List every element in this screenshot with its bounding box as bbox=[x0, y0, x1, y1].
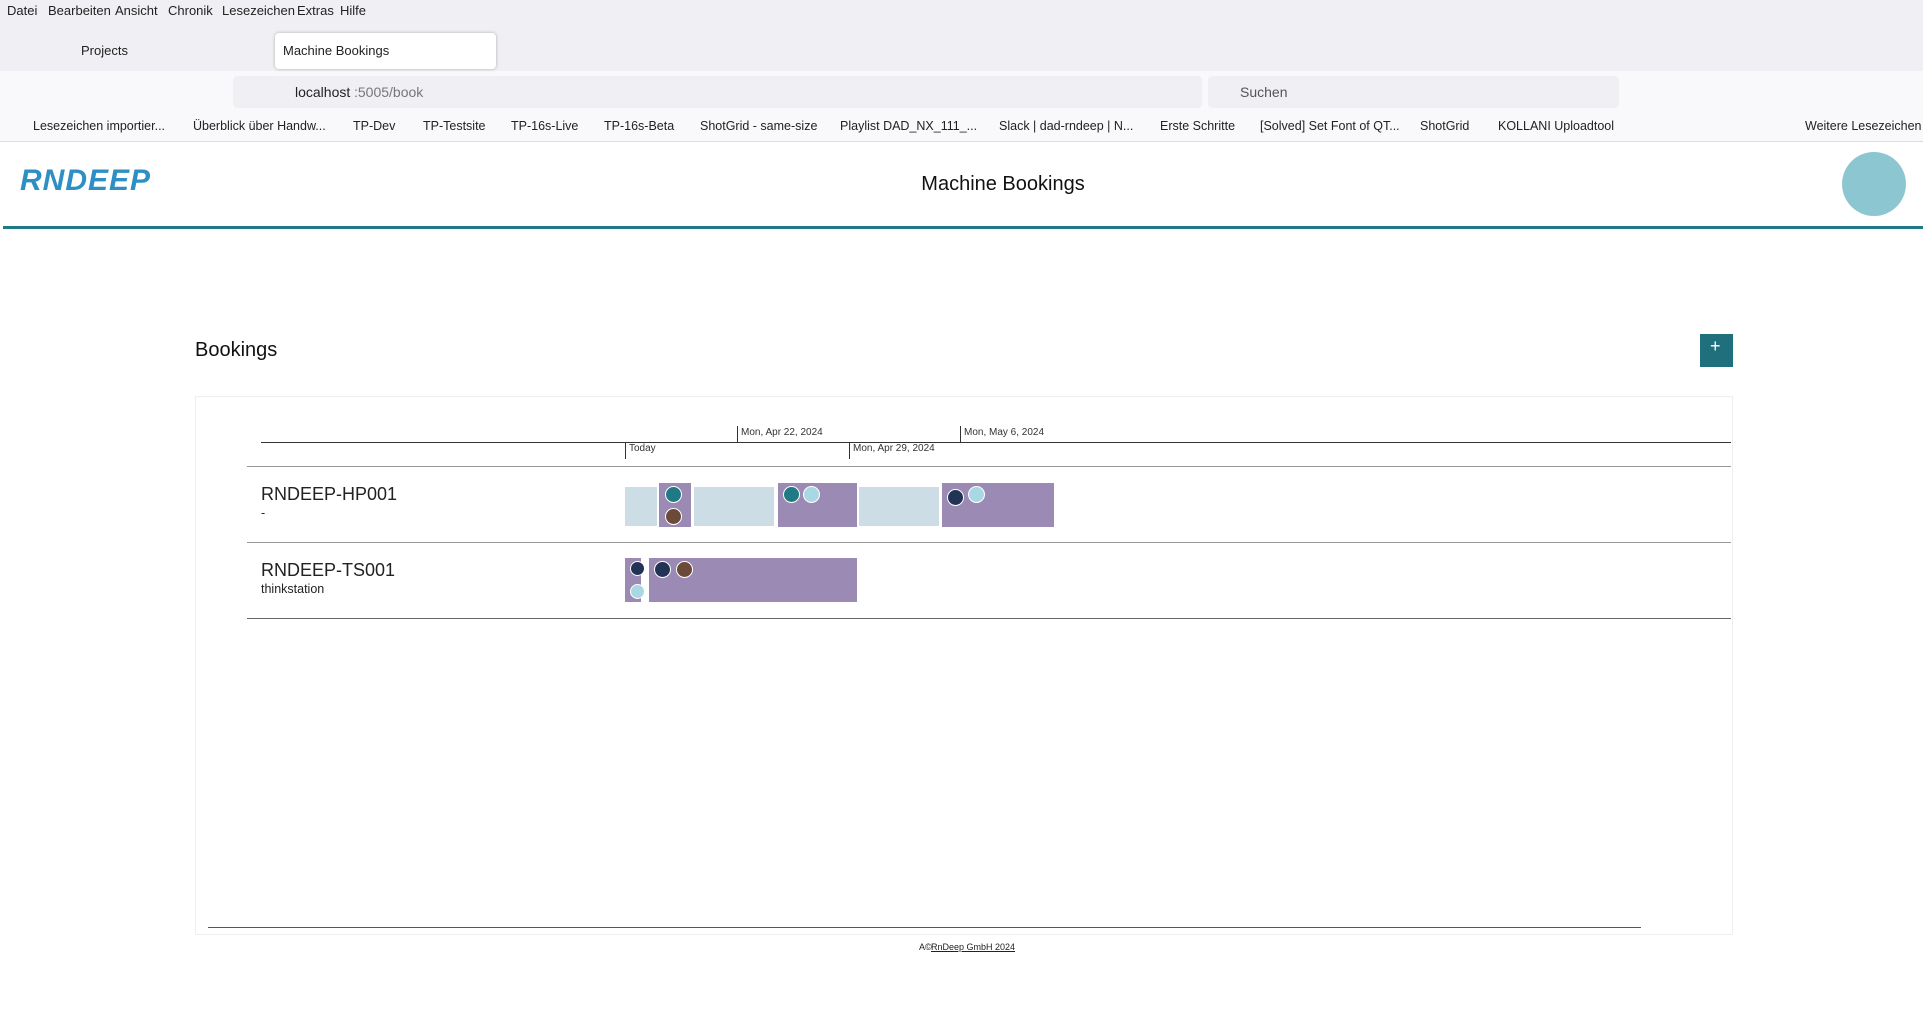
user-avatar bbox=[665, 508, 682, 525]
user-avatar bbox=[803, 486, 820, 503]
user-avatar bbox=[654, 561, 671, 578]
timeline-tick bbox=[625, 443, 626, 459]
bookmark[interactable]: ShotGrid bbox=[1420, 119, 1470, 133]
url-host: localhost bbox=[295, 84, 351, 100]
bookmark-folder[interactable]: Weitere Lesezeichen bbox=[1805, 119, 1922, 133]
menu-item[interactable]: Datei bbox=[7, 3, 38, 18]
url-path: :5005/book bbox=[354, 84, 424, 100]
timeline-tick bbox=[849, 443, 850, 459]
menu-item[interactable]: Bearbeiten bbox=[48, 3, 111, 18]
address-bar[interactable] bbox=[233, 76, 1202, 108]
user-avatar bbox=[630, 584, 645, 599]
row-separator bbox=[247, 466, 1731, 467]
tab-title[interactable]: Projects bbox=[81, 43, 128, 58]
bookmark[interactable]: Erste Schritte bbox=[1160, 119, 1236, 133]
tab-active[interactable] bbox=[275, 33, 496, 69]
booking-bar[interactable] bbox=[859, 487, 939, 526]
booking-bar[interactable] bbox=[625, 487, 657, 526]
user-avatar bbox=[947, 489, 964, 506]
bookmark[interactable]: Lesezeichen importier... bbox=[33, 119, 166, 133]
header-line bbox=[3, 226, 1923, 229]
search-bar[interactable] bbox=[1208, 76, 1619, 108]
section-title: Bookings bbox=[195, 339, 278, 361]
machine-name: RNDEEP-HP001 bbox=[261, 484, 398, 504]
timeline-tick bbox=[737, 426, 738, 442]
user-avatar bbox=[783, 486, 800, 503]
user-avatar bbox=[665, 486, 682, 503]
menu-item[interactable]: Chronik bbox=[168, 3, 213, 18]
timeline-label: Mon, Apr 22, 2024 bbox=[741, 427, 823, 438]
timeline-label: Today bbox=[629, 443, 656, 454]
bookmark[interactable]: TP-16s-Live bbox=[511, 119, 579, 133]
row-separator bbox=[247, 542, 1731, 543]
bookmark[interactable]: Überblick über Handw... bbox=[193, 119, 326, 133]
user-avatar bbox=[968, 486, 985, 503]
footer-link[interactable]: RnDeep GmbH 2024 bbox=[931, 942, 1016, 952]
tab-title[interactable]: Machine Bookings bbox=[283, 43, 390, 58]
bookmark[interactable]: TP-16s-Beta bbox=[604, 119, 675, 133]
timeline-axis bbox=[261, 442, 1731, 443]
timeline-tick bbox=[960, 426, 961, 442]
menu-item[interactable]: Extras bbox=[297, 3, 334, 18]
machine-description: - bbox=[261, 506, 266, 520]
avatar[interactable] bbox=[1842, 152, 1906, 216]
machine-name: RNDEEP-TS001 bbox=[261, 560, 396, 580]
bookmark[interactable]: ShotGrid - same-size bbox=[700, 119, 818, 133]
bookmarks-bar bbox=[0, 113, 1923, 142]
bookmark[interactable]: TP-Dev bbox=[353, 119, 396, 133]
menu-item[interactable]: Ansicht bbox=[115, 3, 158, 18]
booking-bar[interactable] bbox=[694, 487, 774, 526]
user-avatar bbox=[676, 561, 693, 578]
footer-text: A© bbox=[919, 942, 932, 952]
bookmark[interactable]: Slack | dad-rndeep | N... bbox=[999, 119, 1134, 133]
user-avatar bbox=[630, 561, 645, 576]
row-separator bbox=[247, 618, 1731, 619]
bookmark[interactable]: KOLLANI Uploadtool bbox=[1498, 119, 1615, 133]
bookmark[interactable]: TP-Testsite bbox=[423, 119, 486, 133]
add-button-bg[interactable] bbox=[1700, 334, 1733, 367]
timeline-label: Mon, May 6, 2024 bbox=[964, 427, 1045, 438]
timeline-label: Mon, Apr 29, 2024 bbox=[853, 443, 935, 454]
add-button[interactable]: + bbox=[1710, 336, 1721, 356]
menu-item[interactable]: Hilfe bbox=[340, 3, 367, 18]
footer-line bbox=[208, 927, 1641, 928]
menu-item[interactable]: Lesezeichen bbox=[222, 3, 295, 18]
bookmark[interactable]: [Solved] Set Font of QT... bbox=[1260, 119, 1400, 133]
logo[interactable]: RNDEEP bbox=[20, 164, 152, 197]
search-placeholder[interactable]: Suchen bbox=[1240, 84, 1288, 100]
machine-description: thinkstation bbox=[261, 582, 325, 596]
card bbox=[195, 396, 1733, 935]
page-title: Machine Bookings bbox=[921, 173, 1085, 195]
bookmark[interactable]: Playlist DAD_NX_111_... bbox=[840, 119, 978, 133]
